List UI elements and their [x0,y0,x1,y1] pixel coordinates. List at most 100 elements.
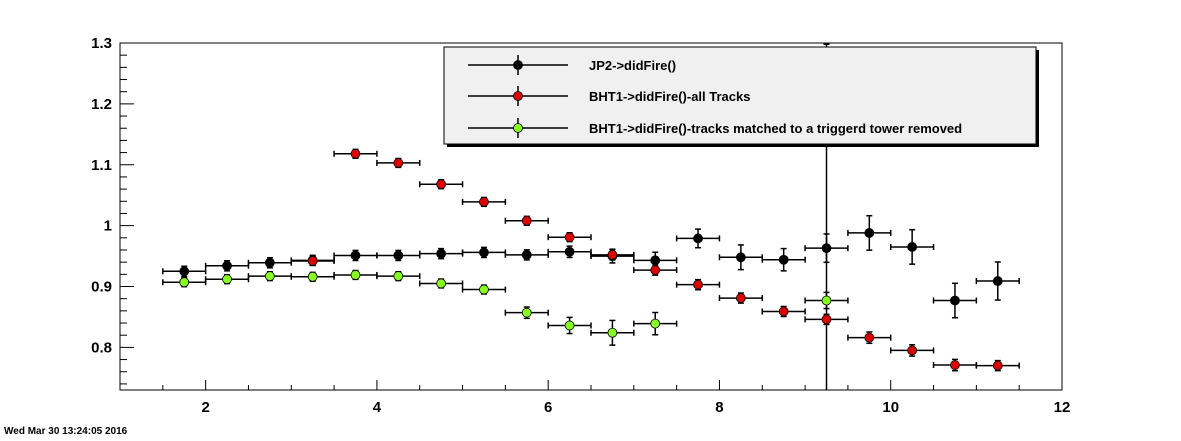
data-marker [950,295,960,306]
data-marker [479,247,489,258]
data-marker [864,332,875,343]
axis-ticks: 2 4 6 8 10 12 0.8 0.9 1 1.1 1.2 1.3 [91,35,1070,416]
data-point [162,265,207,278]
x-tick-label: 8 [715,399,723,416]
data-marker [821,243,832,254]
data-marker [864,228,875,238]
data-marker [350,148,361,159]
data-point [761,247,806,272]
data-point [333,249,378,262]
data-point [932,358,978,372]
data-point [333,269,378,281]
data-point [932,282,978,319]
data-marker [264,257,275,268]
data-point [290,271,335,282]
data-point [504,249,549,261]
data-point [889,228,935,265]
x-tick-label: 12 [1054,399,1071,416]
series-3 [162,269,849,346]
data-point [162,277,207,288]
data-marker [778,254,789,265]
legend-entry: BHT1->didFire()-all Tracks [468,86,750,106]
y-tick-label: 0.8 [91,339,112,356]
data-point [204,274,250,285]
data-marker [735,293,746,303]
data-marker [393,271,404,282]
data-marker [479,196,489,207]
legend-label: BHT1->didFire()-all Tracks [589,89,750,104]
data-marker [992,276,1003,286]
data-marker [436,179,447,190]
data-point [376,157,421,169]
data-point [675,278,721,291]
data-marker [393,250,404,261]
data-point [975,261,1020,301]
data-point [889,344,935,357]
data-marker [693,279,703,290]
data-point [804,233,849,264]
data-point [418,179,464,190]
data-point [333,148,378,159]
data-point [590,249,635,261]
data-point [247,270,293,282]
legend-marker [513,91,523,101]
legend-entry: BHT1->didFire()-tracks matched to a trig… [468,118,962,138]
data-point [633,251,678,270]
data-marker [264,271,275,282]
y-tick-label: 1.2 [91,96,112,113]
data-marker [778,306,789,317]
data-point [461,196,507,208]
data-point [547,316,592,335]
data-marker [650,255,661,266]
x-tick-label: 4 [373,399,382,416]
data-series [162,148,1020,372]
legend-marker [513,60,523,70]
data-point [804,291,849,310]
data-point [847,331,892,345]
data-marker [179,277,190,288]
data-point [376,249,421,262]
legend-label: BHT1->didFire()-tracks matched to a trig… [589,121,962,136]
data-marker [607,249,618,260]
data-point [461,246,507,259]
data-point [418,247,464,260]
data-point [290,255,335,267]
timestamp: Wed Mar 30 13:24:05 2016 [4,426,128,437]
x-tick-label: 10 [882,399,899,416]
data-marker [564,320,575,331]
legend-marker [513,123,523,133]
legend-label: JP2->didFire() [589,58,676,73]
data-marker [564,232,575,243]
data-point [418,278,464,289]
series-1 [162,214,1020,319]
data-marker [436,278,447,289]
data-marker [907,242,918,252]
data-marker [564,246,575,257]
data-point [633,264,678,276]
data-marker [479,284,489,295]
data-point [247,256,293,269]
data-marker [350,250,361,261]
data-marker [735,252,746,263]
data-marker [607,327,618,338]
y-tick-label: 1.1 [91,157,112,174]
y-tick-label: 1.3 [91,35,112,52]
data-marker [307,271,318,282]
data-point [461,284,507,295]
data-marker [393,158,404,168]
legend: JP2->didFire() BHT1->didFire()-all Tracks… [443,46,1039,147]
data-point [761,305,806,318]
x-tick-label: 2 [201,399,209,416]
data-marker [650,265,661,275]
data-point [547,245,592,259]
data-marker [521,307,532,318]
data-marker [950,360,960,370]
data-point [590,319,635,346]
data-marker [521,215,532,226]
data-marker [907,345,918,356]
data-marker [992,360,1003,371]
legend-entry: JP2->didFire() [468,55,676,75]
data-marker [179,266,190,277]
data-marker [521,249,532,260]
